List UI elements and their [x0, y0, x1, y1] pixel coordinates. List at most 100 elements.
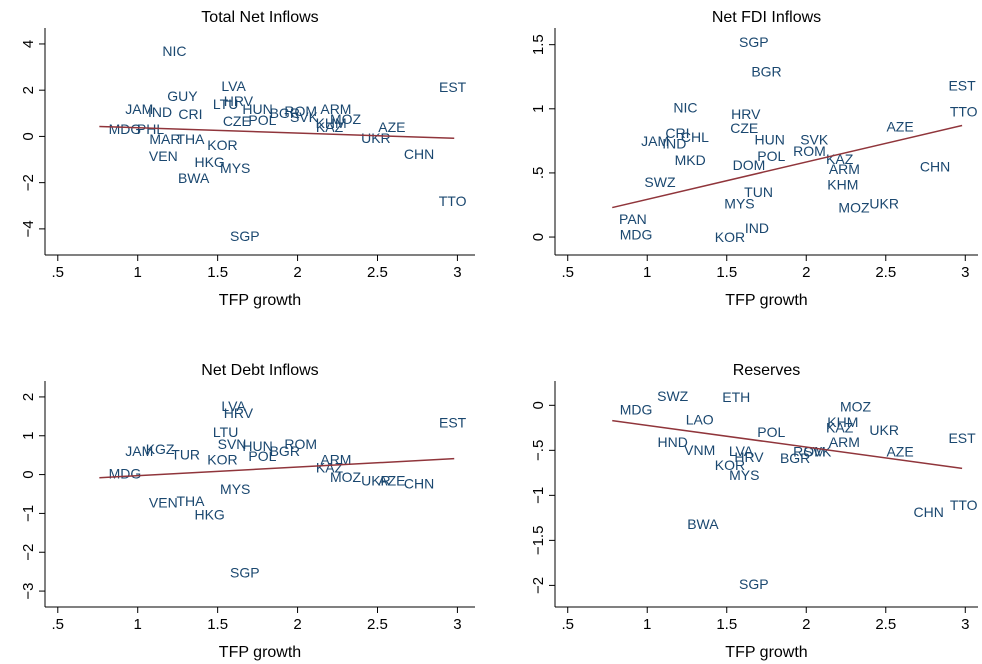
point-label: HRV [731, 106, 761, 122]
point-label: CHN [404, 475, 434, 491]
y-tick-label: −2 [530, 577, 547, 594]
point-label: MYS [729, 467, 759, 483]
point-label: BWA [178, 170, 210, 186]
point-label: KHM [827, 414, 858, 430]
x-axis-title: TFP growth [219, 644, 301, 661]
point-label: CRI [665, 125, 689, 141]
point-label: AZE [886, 119, 913, 135]
x-tick-label: 1.5 [716, 616, 737, 633]
point-label: EST [948, 78, 976, 94]
point-label: MDG [109, 465, 142, 481]
x-tick-label: 1.5 [207, 616, 228, 633]
point-label: PAN [619, 211, 647, 227]
x-tick-label: 3 [961, 264, 969, 281]
point-label: NIC [162, 43, 186, 59]
panel-title: Net FDI Inflows [712, 9, 821, 26]
point-label: SGP [230, 228, 260, 244]
point-label: HKG [194, 154, 224, 170]
point-label: SVN [218, 436, 247, 452]
x-tick-label: 2.5 [367, 264, 388, 281]
point-label: UKR [361, 472, 391, 488]
point-label: SGP [230, 564, 260, 580]
point-label: VEN [149, 148, 178, 164]
point-label: ARM [320, 451, 351, 467]
point-label: SGP [739, 34, 769, 50]
point-label: ARM [829, 161, 860, 177]
point-label: KOR [207, 137, 237, 153]
x-tick-label: 1 [643, 616, 651, 633]
point-label: MKD [675, 152, 706, 168]
point-label: TUR [171, 446, 200, 462]
point-label: LTU [213, 424, 238, 440]
point-label: LVA [221, 78, 246, 94]
point-label: HUN [242, 438, 272, 454]
point-label: ARM [320, 101, 351, 117]
point-label: POL [248, 112, 276, 128]
point-label: KAZ [826, 419, 854, 435]
point-label: SVK [800, 132, 829, 148]
y-tick-label: −2 [20, 544, 37, 561]
point-label: THA [176, 131, 205, 147]
y-tick-label: 0 [20, 470, 37, 478]
x-tick-label: 2 [293, 264, 301, 281]
point-label: ROM [793, 444, 826, 460]
point-label: TUN [744, 184, 773, 200]
y-tick-label: 1 [530, 105, 547, 113]
y-tick-label: 1 [20, 432, 37, 440]
point-label: CZE [730, 120, 758, 136]
y-tick-label: −2 [20, 174, 37, 191]
point-label: NIC [673, 99, 697, 115]
point-label: BGR [751, 64, 781, 80]
y-tick-label: −1.5 [530, 526, 547, 556]
point-label: MDG [109, 121, 142, 137]
y-tick-label: .5 [530, 167, 547, 180]
point-label: KHM [316, 115, 347, 131]
x-tick-label: 1 [643, 264, 651, 281]
y-tick-label: −.5 [530, 440, 547, 461]
point-label: MOZ [330, 111, 362, 127]
point-label: HUN [242, 101, 272, 117]
point-label: KAZ [316, 459, 344, 475]
point-label: IND [148, 104, 172, 120]
x-tick-label: 2 [802, 616, 810, 633]
point-label: VNM [684, 442, 715, 458]
point-label: BWA [687, 516, 719, 532]
point-label: MOZ [840, 399, 872, 415]
point-label: MOZ [330, 469, 362, 485]
point-label: THA [176, 493, 205, 509]
x-tick-label: 1.5 [716, 264, 737, 281]
x-tick-label: 2 [802, 264, 810, 281]
x-axis-title: TFP growth [725, 644, 807, 661]
point-label: GUY [167, 88, 198, 104]
point-label: LVA [221, 398, 246, 414]
point-label: AZE [378, 119, 405, 135]
x-tick-label: 1 [134, 264, 142, 281]
x-tick-label: .5 [52, 616, 65, 633]
point-label: KOR [207, 451, 237, 467]
point-label: KHM [827, 176, 858, 192]
point-label: DOM [733, 157, 766, 173]
point-label: IND [745, 220, 769, 236]
point-label: HRV [224, 93, 254, 109]
point-label: SVK [803, 444, 832, 460]
x-tick-label: 3 [453, 264, 461, 281]
point-label: KOR [715, 457, 745, 473]
y-tick-label: 0 [20, 132, 37, 140]
y-tick-label: −4 [20, 220, 37, 237]
point-label: TTO [950, 497, 978, 513]
point-label: KOR [715, 229, 745, 245]
point-label: POL [757, 148, 785, 164]
point-label: CHN [920, 158, 950, 174]
point-label: AZE [378, 472, 405, 488]
y-tick-label: 0 [530, 401, 547, 409]
point-label: MOZ [838, 200, 870, 216]
point-label: MYS [220, 160, 250, 176]
y-tick-label: −1 [530, 487, 547, 504]
y-tick-label: −3 [20, 583, 37, 600]
point-label: ROM [284, 103, 317, 119]
point-label: SVK [290, 109, 319, 125]
point-label: JAM [641, 133, 669, 149]
point-label: JAM [125, 443, 153, 459]
fit-line [99, 457, 455, 479]
